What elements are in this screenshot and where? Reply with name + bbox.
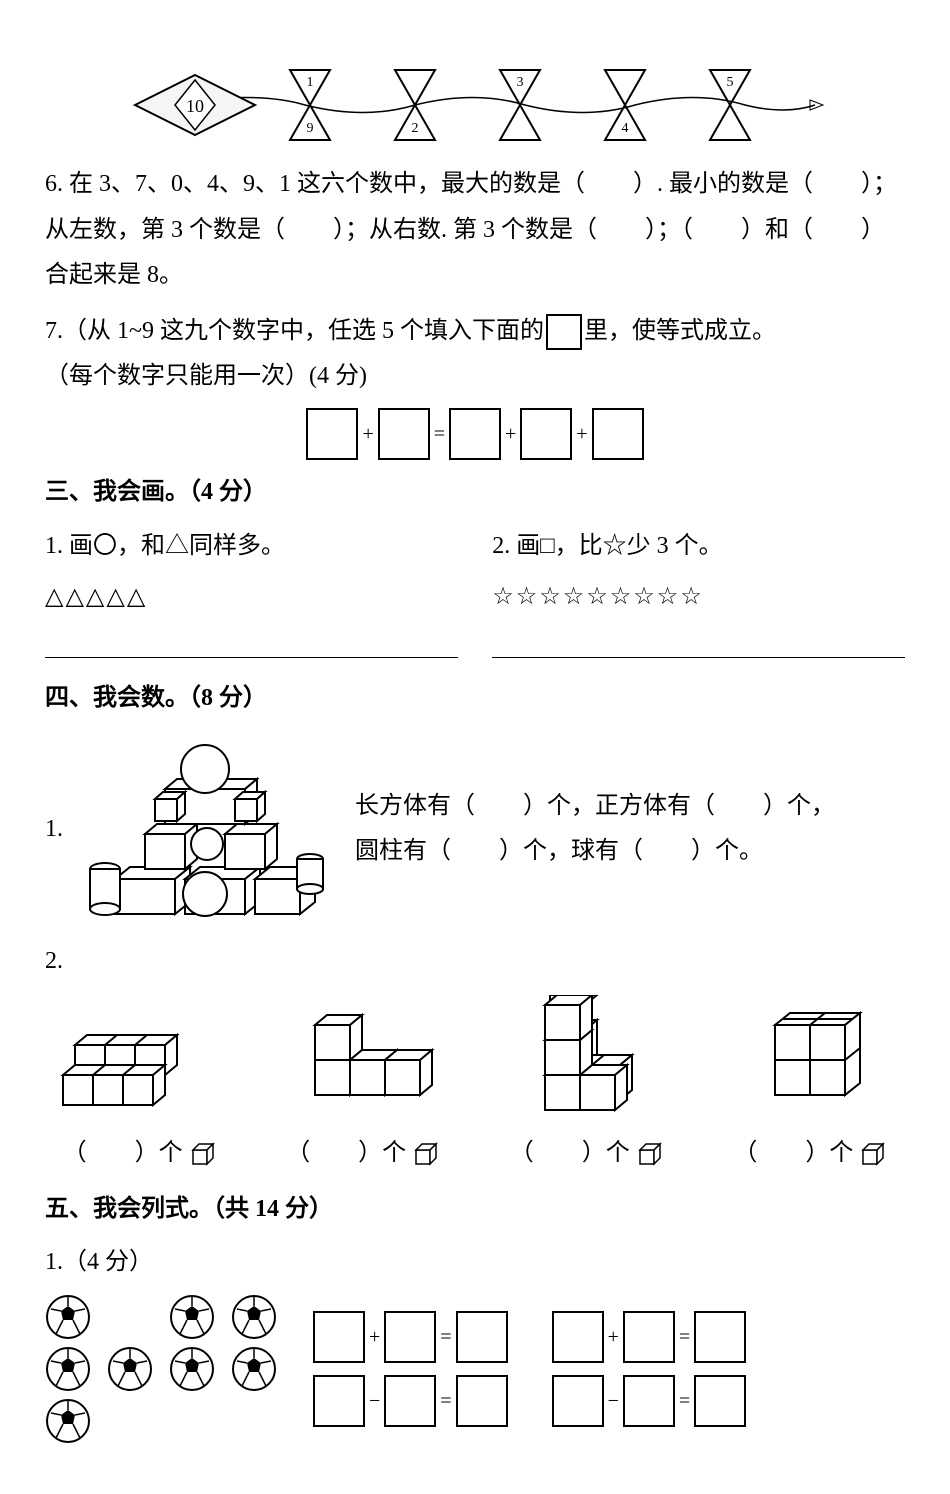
cube-count-1: （ ）个 — [45, 1131, 234, 1177]
svg-text:2: 2 — [412, 121, 419, 136]
cube-figure-2 — [285, 1005, 445, 1125]
svg-text:1: 1 — [307, 75, 314, 90]
cube-count-3: （ ）个 — [492, 1131, 681, 1177]
fill-box[interactable] — [449, 408, 501, 460]
cube-figure-1 — [45, 1015, 205, 1125]
svg-text:10: 10 — [186, 96, 204, 116]
section-3-right: 2. 画□，比☆少 3 个。 ☆☆☆☆☆☆☆☆☆ — [492, 524, 905, 666]
s4-q1-line1: 长方体有（ ）个，正方体有（ ）个， — [355, 784, 905, 830]
soccer-ball-grid — [45, 1294, 281, 1444]
equation-add-2: += — [550, 1311, 749, 1363]
cube-figure-3 — [525, 995, 675, 1125]
svg-text:4: 4 — [622, 121, 629, 136]
q7-line1-end: 里，使等式成立。 — [584, 318, 776, 344]
fill-box[interactable] — [456, 1311, 508, 1363]
fill-box[interactable] — [592, 408, 644, 460]
section-3-left: 1. 画〇，和△同样多。 △△△△△ — [45, 524, 458, 666]
equation-sub-1: −= — [311, 1375, 510, 1427]
s4-q1-blanks: 长方体有（ ）个，正方体有（ ）个， 圆柱有（ ）个，球有（ ）个。 — [335, 784, 905, 875]
fill-box[interactable] — [623, 1311, 675, 1363]
soccer-ball-icon — [169, 1294, 215, 1340]
equation-add-1: += — [311, 1311, 510, 1363]
soccer-ball-icon — [231, 1346, 277, 1392]
q6-text: 6. 在 3、7、0、4、9、1 这六个数中，最大的数是（ ）. 最小的数是（ … — [45, 171, 897, 288]
soccer-ball-icon — [45, 1398, 91, 1444]
answer-line[interactable] — [492, 635, 905, 658]
fill-box[interactable] — [384, 1375, 436, 1427]
s4-q2: 2. — [45, 939, 905, 1176]
triangle-row: △△△△△ — [45, 575, 458, 621]
fill-box[interactable] — [623, 1375, 675, 1427]
cube-count-4: （ ）个 — [716, 1131, 905, 1177]
section-4-header: 四、我会数。（8 分） — [45, 676, 905, 722]
fill-box[interactable] — [520, 408, 572, 460]
section-3-header: 三、我会画。（4 分） — [45, 470, 905, 516]
cube-count-2: （ ）个 — [269, 1131, 458, 1177]
soccer-ball-icon — [45, 1294, 91, 1340]
header-diagram: 10 1 9 2 3 4 5 — [125, 50, 825, 150]
s3-left-prompt: 1. 画〇，和△同样多。 — [45, 524, 458, 570]
cube-labels: （ ）个 （ ）个 （ ）个 （ ）个 — [45, 1131, 905, 1177]
fill-box[interactable] — [694, 1375, 746, 1427]
soccer-ball-icon — [45, 1346, 91, 1392]
fill-box[interactable] — [552, 1375, 604, 1427]
s5-q1-label: 1.（4 分） — [45, 1240, 905, 1286]
svg-text:5: 5 — [727, 75, 734, 90]
fill-box[interactable] — [384, 1311, 436, 1363]
svg-text:9: 9 — [307, 121, 314, 136]
star-row: ☆☆☆☆☆☆☆☆☆ — [492, 575, 905, 621]
s4-q1: 1. — [45, 729, 905, 929]
soccer-ball-icon — [107, 1346, 153, 1392]
fill-box[interactable] — [306, 408, 358, 460]
section-5-header: 五、我会列式。（共 14 分） — [45, 1187, 905, 1233]
s4-q2-label: 2. — [45, 948, 63, 974]
equation-sub-2: −= — [550, 1375, 749, 1427]
fill-box[interactable] — [313, 1375, 365, 1427]
s3-right-prompt: 2. 画□，比☆少 3 个。 — [492, 524, 905, 570]
s4-q1-label: 1. — [45, 807, 75, 853]
q7-equation: +=++ — [45, 408, 905, 460]
blocks-figure — [75, 729, 335, 929]
fill-box[interactable] — [694, 1311, 746, 1363]
answer-line[interactable] — [45, 635, 458, 658]
question-7: 7.（从 1~9 这九个数字中，任选 5 个填入下面的 里，使等式成立。 （每个数… — [45, 309, 905, 460]
q7-line2: （每个数字只能用一次）(4 分) — [45, 354, 905, 400]
q7-line1: 7.（从 1~9 这九个数字中，任选 5 个填入下面的 — [45, 318, 544, 344]
fill-box[interactable] — [378, 408, 430, 460]
s4-q1-line2: 圆柱有（ ）个，球有（ ）个。 — [355, 829, 905, 875]
fill-box[interactable] — [552, 1311, 604, 1363]
question-6: 6. 在 3、7、0、4、9、1 这六个数中，最大的数是（ ）. 最小的数是（ … — [45, 162, 905, 299]
soccer-ball-icon — [231, 1294, 277, 1340]
svg-text:3: 3 — [517, 75, 524, 90]
fill-box[interactable] — [313, 1311, 365, 1363]
section-3-row: 1. 画〇，和△同样多。 △△△△△ 2. 画□，比☆少 3 个。 ☆☆☆☆☆☆… — [45, 524, 905, 666]
fill-box[interactable] — [456, 1375, 508, 1427]
equation-block: += += −= −= — [311, 1311, 905, 1427]
s5-row: += += −= −= — [45, 1294, 905, 1444]
box-icon — [546, 314, 582, 350]
soccer-ball-icon — [169, 1346, 215, 1392]
cube-figure-4 — [755, 1005, 905, 1125]
